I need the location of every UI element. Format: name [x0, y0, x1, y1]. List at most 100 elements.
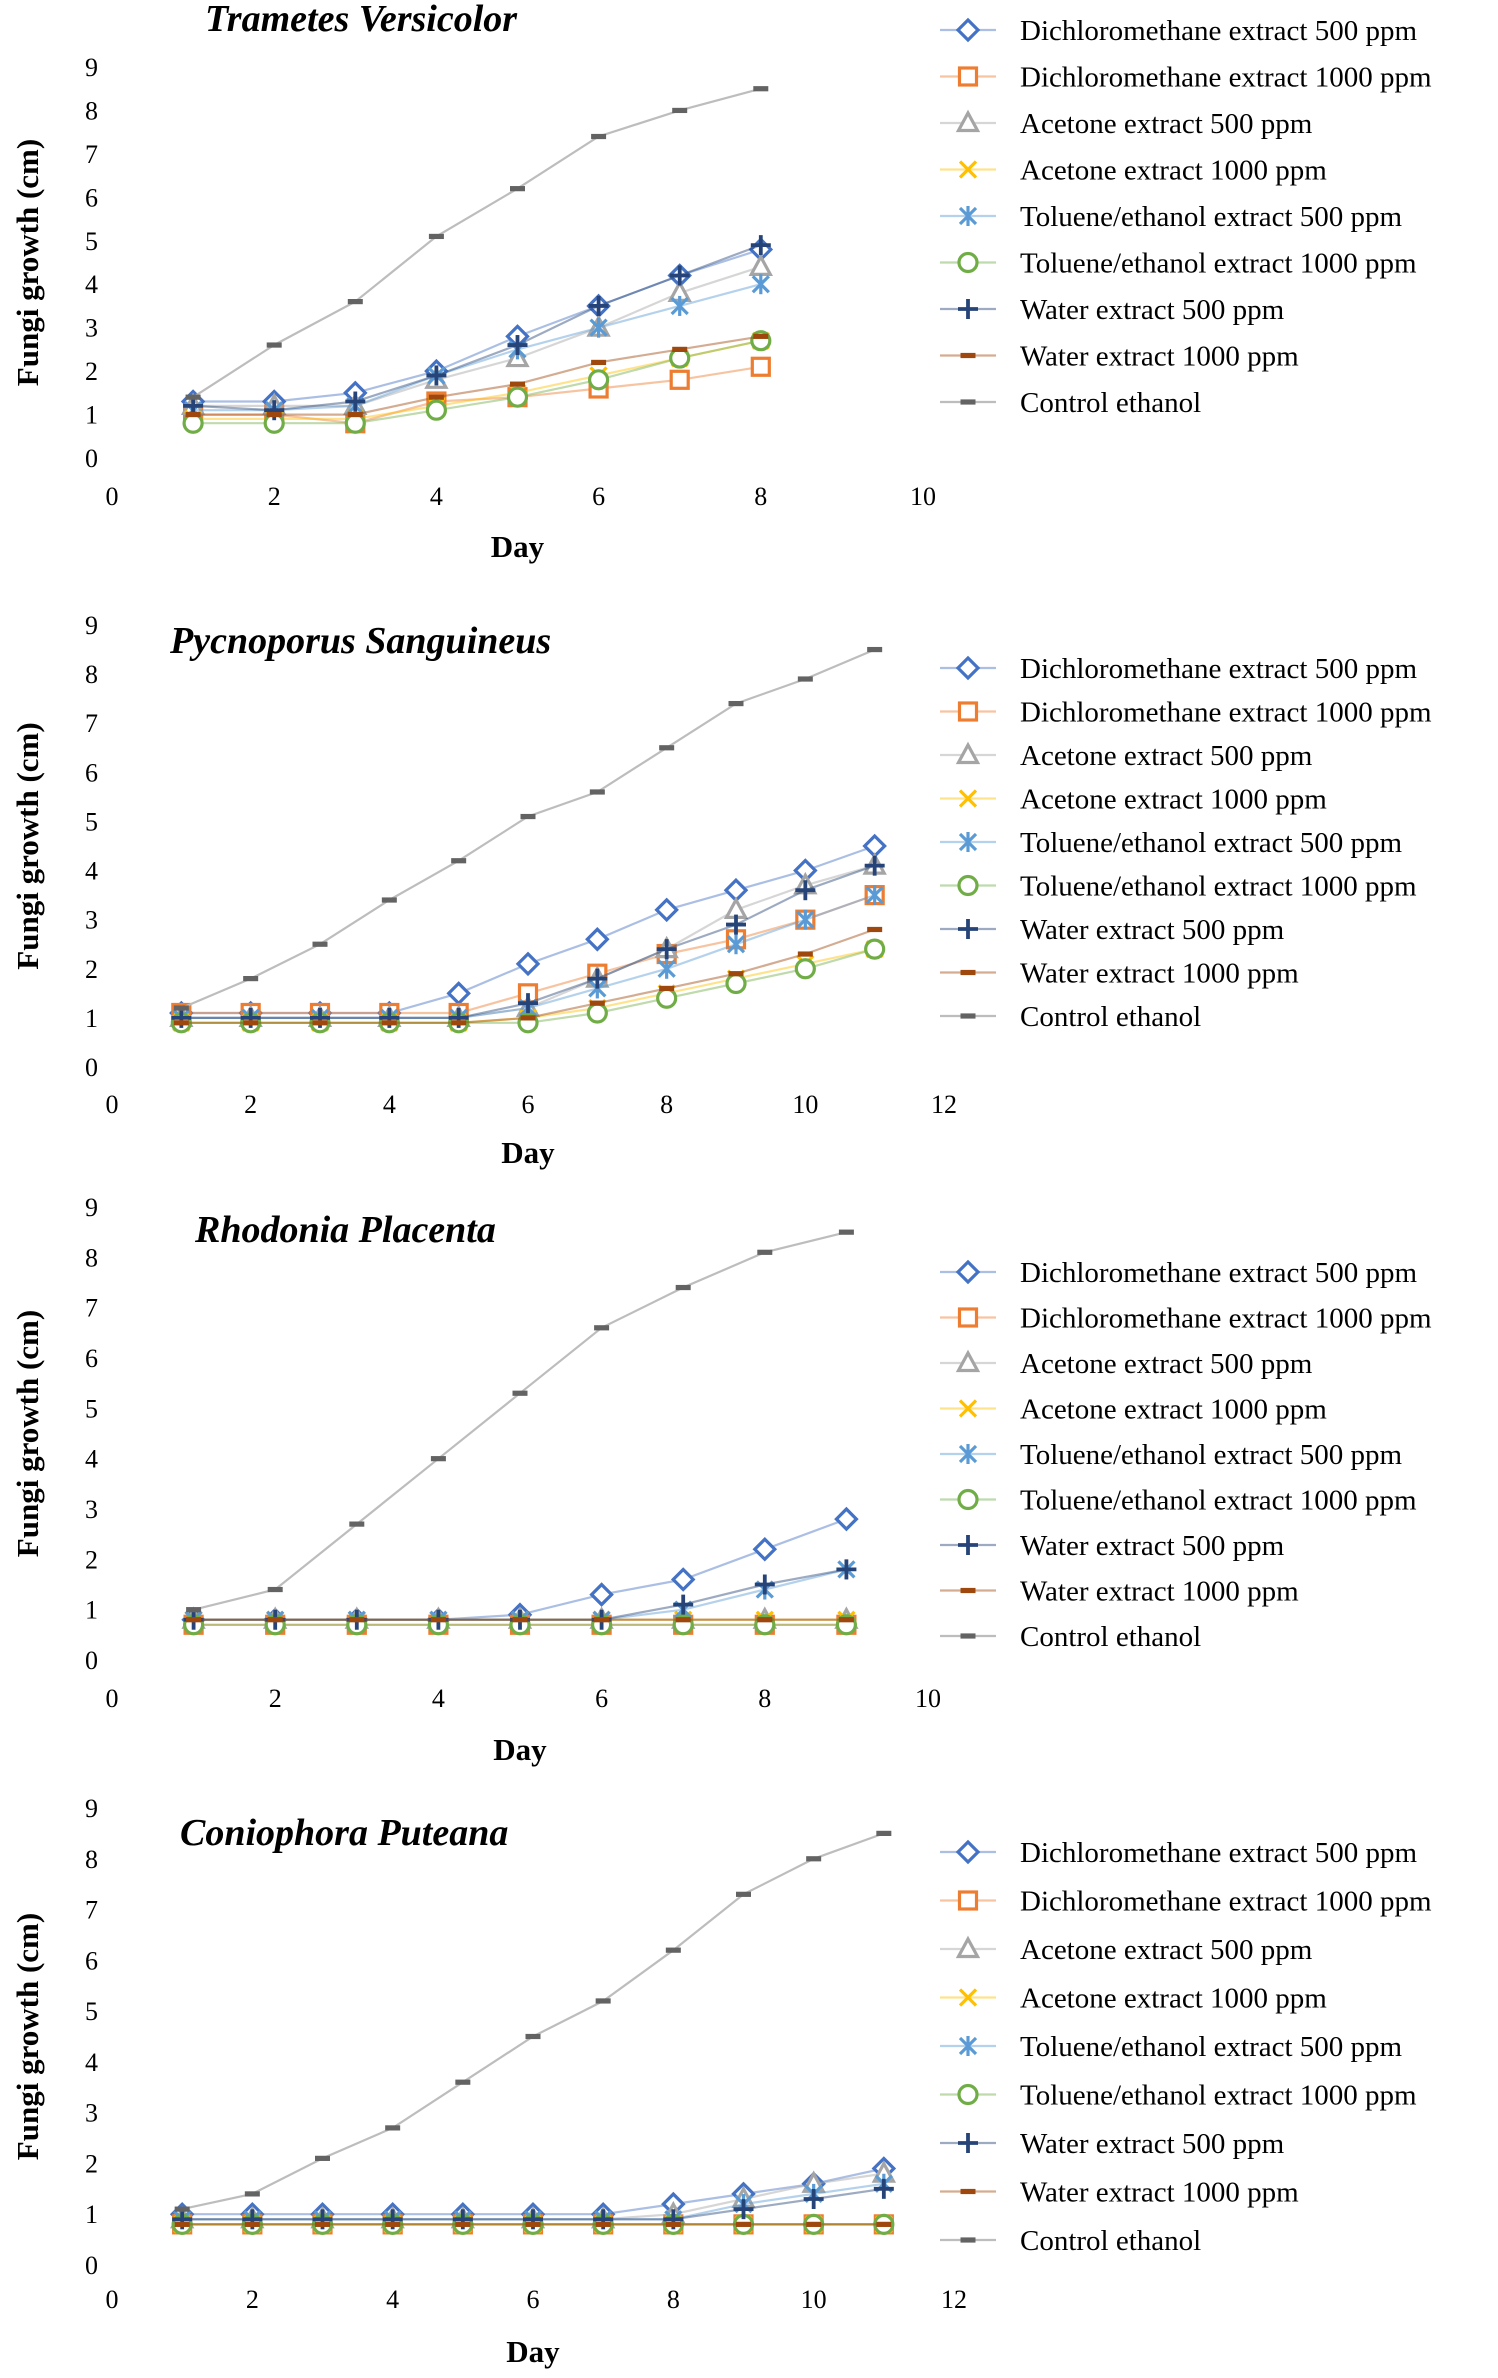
data-point: [838, 1229, 854, 1235]
legend-item: Toluene/ethanol extract 1000 ppm: [940, 1485, 1417, 1517]
data-point-shape: [589, 1582, 614, 1607]
legend-marker-shape: [955, 655, 981, 681]
legend-label: Water extract 1000 ppm: [1020, 958, 1299, 990]
legend-item: Water extract 1000 ppm: [940, 958, 1299, 990]
data-point-shape: [347, 299, 363, 305]
x-tick-label: 6: [595, 1684, 608, 1713]
data-point: [345, 391, 366, 412]
y-tick-label: 5: [85, 807, 98, 836]
data-point-shape: [266, 411, 282, 418]
legend-marker: [955, 1259, 981, 1285]
data-point: [757, 1249, 773, 1255]
legend-label: Toluene/ethanol extract 1000 ppm: [1020, 1485, 1417, 1517]
data-point-shape: [173, 1005, 189, 1011]
data-point-shape: [654, 897, 679, 923]
y-tick-label: 0: [85, 2251, 98, 2280]
data-point-shape: [267, 1617, 283, 1623]
legend-label: Toluene/ethanol extract 500 ppm: [1020, 1439, 1403, 1471]
legend-marker: [960, 352, 976, 359]
data-point-shape: [428, 394, 444, 400]
series-line: [193, 265, 762, 407]
legend-item: Control ethanol: [940, 2225, 1201, 2257]
legend-item: Dichloromethane extract 500 ppm: [940, 1257, 1417, 1289]
legend-label: Dichloromethane extract 500 ppm: [1020, 15, 1417, 47]
data-point: [174, 2221, 190, 2227]
data-point: [349, 1521, 365, 1527]
data-point-shape: [725, 972, 747, 995]
series-line: [192, 87, 762, 399]
legend-label: Water extract 500 ppm: [1020, 294, 1285, 326]
data-point-shape: [595, 1998, 611, 2004]
legend-marker: [960, 1587, 976, 1594]
y-tick-label: 8: [85, 660, 98, 689]
data-point: [589, 1582, 614, 1607]
data-point: [864, 855, 885, 876]
series-plus-6: [183, 235, 771, 421]
data-point-shape: [753, 333, 769, 339]
data-point-shape: [185, 394, 201, 400]
legend-marker: [958, 299, 978, 319]
data-point: [665, 2221, 681, 2227]
legend-label: Dichloromethane extract 500 ppm: [1020, 1257, 1417, 1289]
data-point: [594, 1617, 610, 1623]
chart-title: Pycnoporus Sanguineus: [169, 620, 551, 662]
legend-label: Toluene/ethanol extract 500 ppm: [1020, 2031, 1403, 2063]
legend-marker: [955, 1349, 981, 1373]
data-point-shape: [266, 342, 282, 348]
data-point-shape: [797, 676, 813, 682]
legend-item: Acetone extract 500 ppm: [940, 740, 1313, 772]
data-point: [518, 993, 538, 1014]
series-dash-7: [174, 2221, 892, 2227]
y-tick-label: 2: [85, 955, 98, 984]
x-tick-label: 8: [758, 1684, 771, 1713]
data-point-shape: [806, 1856, 822, 1862]
legend-marker: [955, 109, 981, 133]
data-point-shape: [594, 1325, 610, 1331]
legend-marker-shape: [957, 2083, 979, 2106]
data-point-shape: [506, 386, 529, 408]
legend-label: Toluene/ethanol extract 1000 ppm: [1020, 871, 1417, 903]
x-tick-label: 0: [106, 482, 119, 511]
series-line: [193, 335, 761, 416]
legend-label: Acetone extract 1000 ppm: [1020, 784, 1327, 816]
legend-marker-shape: [957, 701, 979, 722]
y-tick-label: 9: [85, 1794, 98, 1823]
data-point-shape: [315, 2221, 330, 2227]
data-point-shape: [381, 897, 397, 903]
data-point: [803, 2188, 824, 2209]
data-point: [672, 346, 688, 352]
data-point-shape: [656, 987, 678, 1009]
legend-item: Acetone extract 1000 ppm: [940, 1394, 1327, 1426]
legend-marker-stroke-b: [958, 1399, 978, 1418]
series-dash-8: [185, 86, 769, 400]
legend-item: Control ethanol: [940, 387, 1201, 419]
legend-item: Dichloromethane extract 1000 ppm: [940, 1303, 1432, 1335]
legend-item: Toluene/ethanol extract 1000 ppm: [940, 2080, 1417, 2112]
data-point: [752, 1537, 778, 1562]
data-point-shape: [349, 1617, 365, 1623]
y-axis-label: Fungi growth (cm): [10, 139, 45, 386]
data-point-shape: [381, 1020, 397, 1026]
x-tick-label: 10: [792, 1090, 818, 1119]
data-point: [736, 1891, 751, 1897]
data-point: [426, 365, 447, 386]
legend-item: Water extract 500 ppm: [940, 294, 1285, 326]
legend-marker-shape: [955, 1349, 981, 1373]
legend-marker: [958, 1444, 978, 1464]
data-point-shape: [736, 1891, 751, 1897]
legend-label: Toluene/ethanol extract 500 ppm: [1020, 201, 1403, 233]
legend-label: Control ethanol: [1020, 1621, 1201, 1653]
y-tick-label: 2: [85, 1545, 98, 1574]
data-point-shape: [757, 1617, 773, 1623]
data-point: [428, 233, 444, 240]
series-dash-8: [186, 1229, 854, 1613]
legend-marker: [955, 655, 981, 681]
data-point: [757, 1617, 773, 1623]
chart-panel-3: Rhodonia Placenta 0 1 2 3 4 5 6 7 8 9 0 2 4 6 8 10 Day Fun…: [10, 1193, 1432, 1767]
data-point-shape: [587, 369, 610, 391]
series-line: [193, 1231, 847, 1611]
data-point-shape: [659, 745, 675, 751]
data-point: [587, 369, 610, 391]
data-point: [186, 1617, 202, 1623]
